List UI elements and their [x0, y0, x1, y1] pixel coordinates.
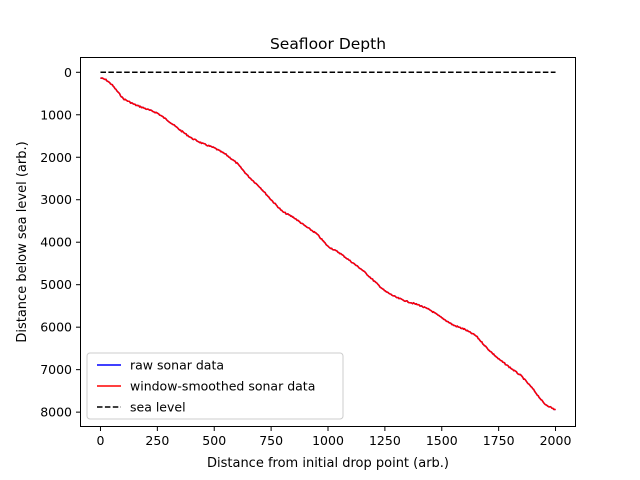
- y-tick-label: 5000: [40, 277, 72, 292]
- axes-frame: [80, 57, 576, 427]
- y-tick-label: 4000: [40, 235, 72, 250]
- x-tick-label: 1250: [369, 433, 401, 448]
- x-tick-label: 0: [97, 433, 105, 448]
- x-tick-label: 2000: [540, 433, 572, 448]
- x-tick-label: 500: [202, 433, 226, 448]
- y-tick-label: 7000: [40, 362, 72, 377]
- x-tick-label: 1500: [426, 433, 458, 448]
- window-smoothed-sonar-data-line: [100, 77, 556, 411]
- y-tick-label: 8000: [40, 405, 72, 420]
- x-axis-ticks: 0 250 500 750 1000 1250 1500 1750 2000: [97, 427, 572, 448]
- chart-title: Seafloor Depth: [270, 35, 386, 53]
- x-axis-label: Distance from initial drop point (arb.): [207, 456, 449, 471]
- y-tick-label: 2000: [40, 150, 72, 165]
- x-tick-label: 1750: [483, 433, 515, 448]
- y-axis-label: Distance below sea level (arb.): [15, 141, 30, 342]
- legend-box: [86, 352, 344, 420]
- plot-lines: [100, 71, 556, 411]
- x-tick-label: 750: [259, 433, 283, 448]
- legend-label-window-smoothed-sonar-data: window-smoothed sonar data: [130, 379, 315, 394]
- x-tick-label: 1000: [312, 433, 344, 448]
- y-tick-label: 1000: [40, 107, 72, 122]
- legend-label-raw-sonar-data: raw sonar data: [130, 358, 224, 373]
- legend-label-sea-level: sea level: [130, 400, 186, 415]
- x-tick-label: 250: [145, 433, 169, 448]
- y-tick-label: 3000: [40, 192, 72, 207]
- y-tick-label: 0: [64, 65, 72, 80]
- y-axis-ticks: 0 1000 2000 3000 4000 5000 6000 7000 8000: [40, 65, 80, 420]
- legend: raw sonar data window-smoothed sonar dat…: [86, 352, 344, 420]
- y-tick-label: 6000: [40, 320, 72, 335]
